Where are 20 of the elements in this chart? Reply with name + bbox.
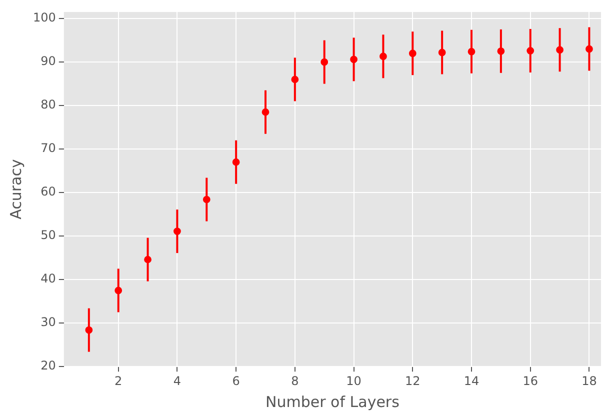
y-tick-label: 40 bbox=[40, 272, 56, 286]
y-tick-label: 70 bbox=[40, 141, 56, 156]
x-tick-label: 16 bbox=[522, 374, 538, 388]
y-tick-label: 30 bbox=[40, 315, 56, 330]
x-tick-label: 4 bbox=[173, 374, 182, 388]
x-tick-label: 10 bbox=[346, 374, 362, 388]
y-tick-label: 20 bbox=[40, 358, 56, 373]
y-axis-title: Acuracy bbox=[6, 159, 25, 220]
x-axis-title: Number of Layers bbox=[266, 392, 400, 411]
x-tick-label: 18 bbox=[582, 374, 597, 388]
y-tick-label: 80 bbox=[40, 98, 56, 112]
x-tick-label: 14 bbox=[464, 374, 480, 388]
y-tick-label: 90 bbox=[40, 54, 56, 68]
y-tick-label: 60 bbox=[40, 184, 56, 199]
x-tick-label: 8 bbox=[291, 374, 299, 388]
y-tick-label: 50 bbox=[40, 228, 56, 242]
x-tick-label: 2 bbox=[114, 374, 122, 388]
x-tick-label: 6 bbox=[232, 374, 240, 388]
y-tick-label: 100 bbox=[33, 10, 56, 25]
x-tick-label: 12 bbox=[405, 374, 420, 388]
